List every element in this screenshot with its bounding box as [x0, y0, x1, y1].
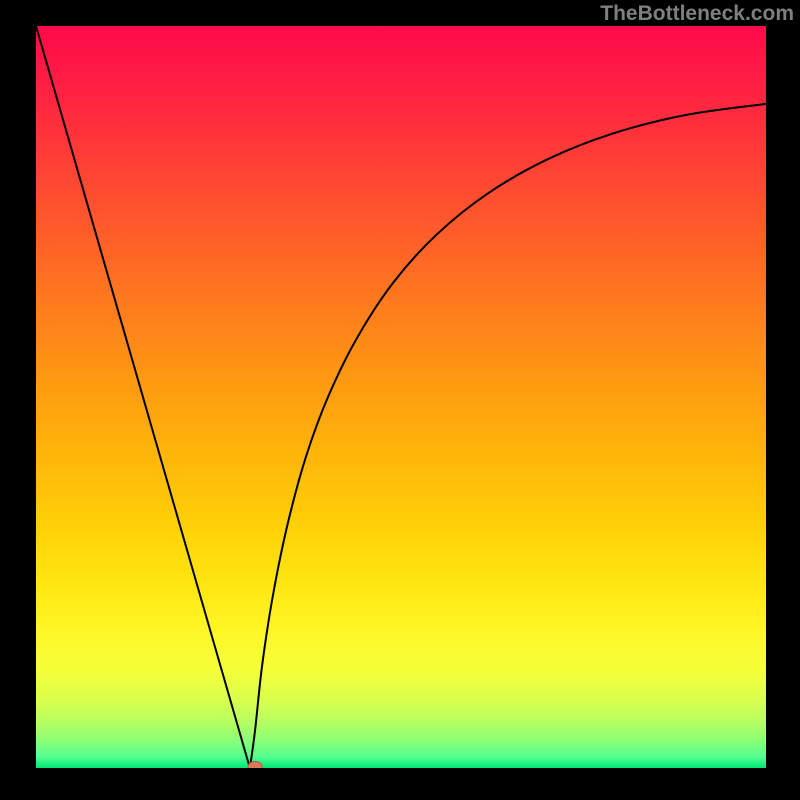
watermark-text: TheBottleneck.com — [600, 2, 794, 26]
chart-container: { "watermark": "TheBottleneck.com", "can… — [0, 0, 800, 800]
plot-background — [36, 26, 766, 768]
chart-svg — [0, 0, 800, 800]
sweet-spot-marker — [248, 762, 262, 772]
